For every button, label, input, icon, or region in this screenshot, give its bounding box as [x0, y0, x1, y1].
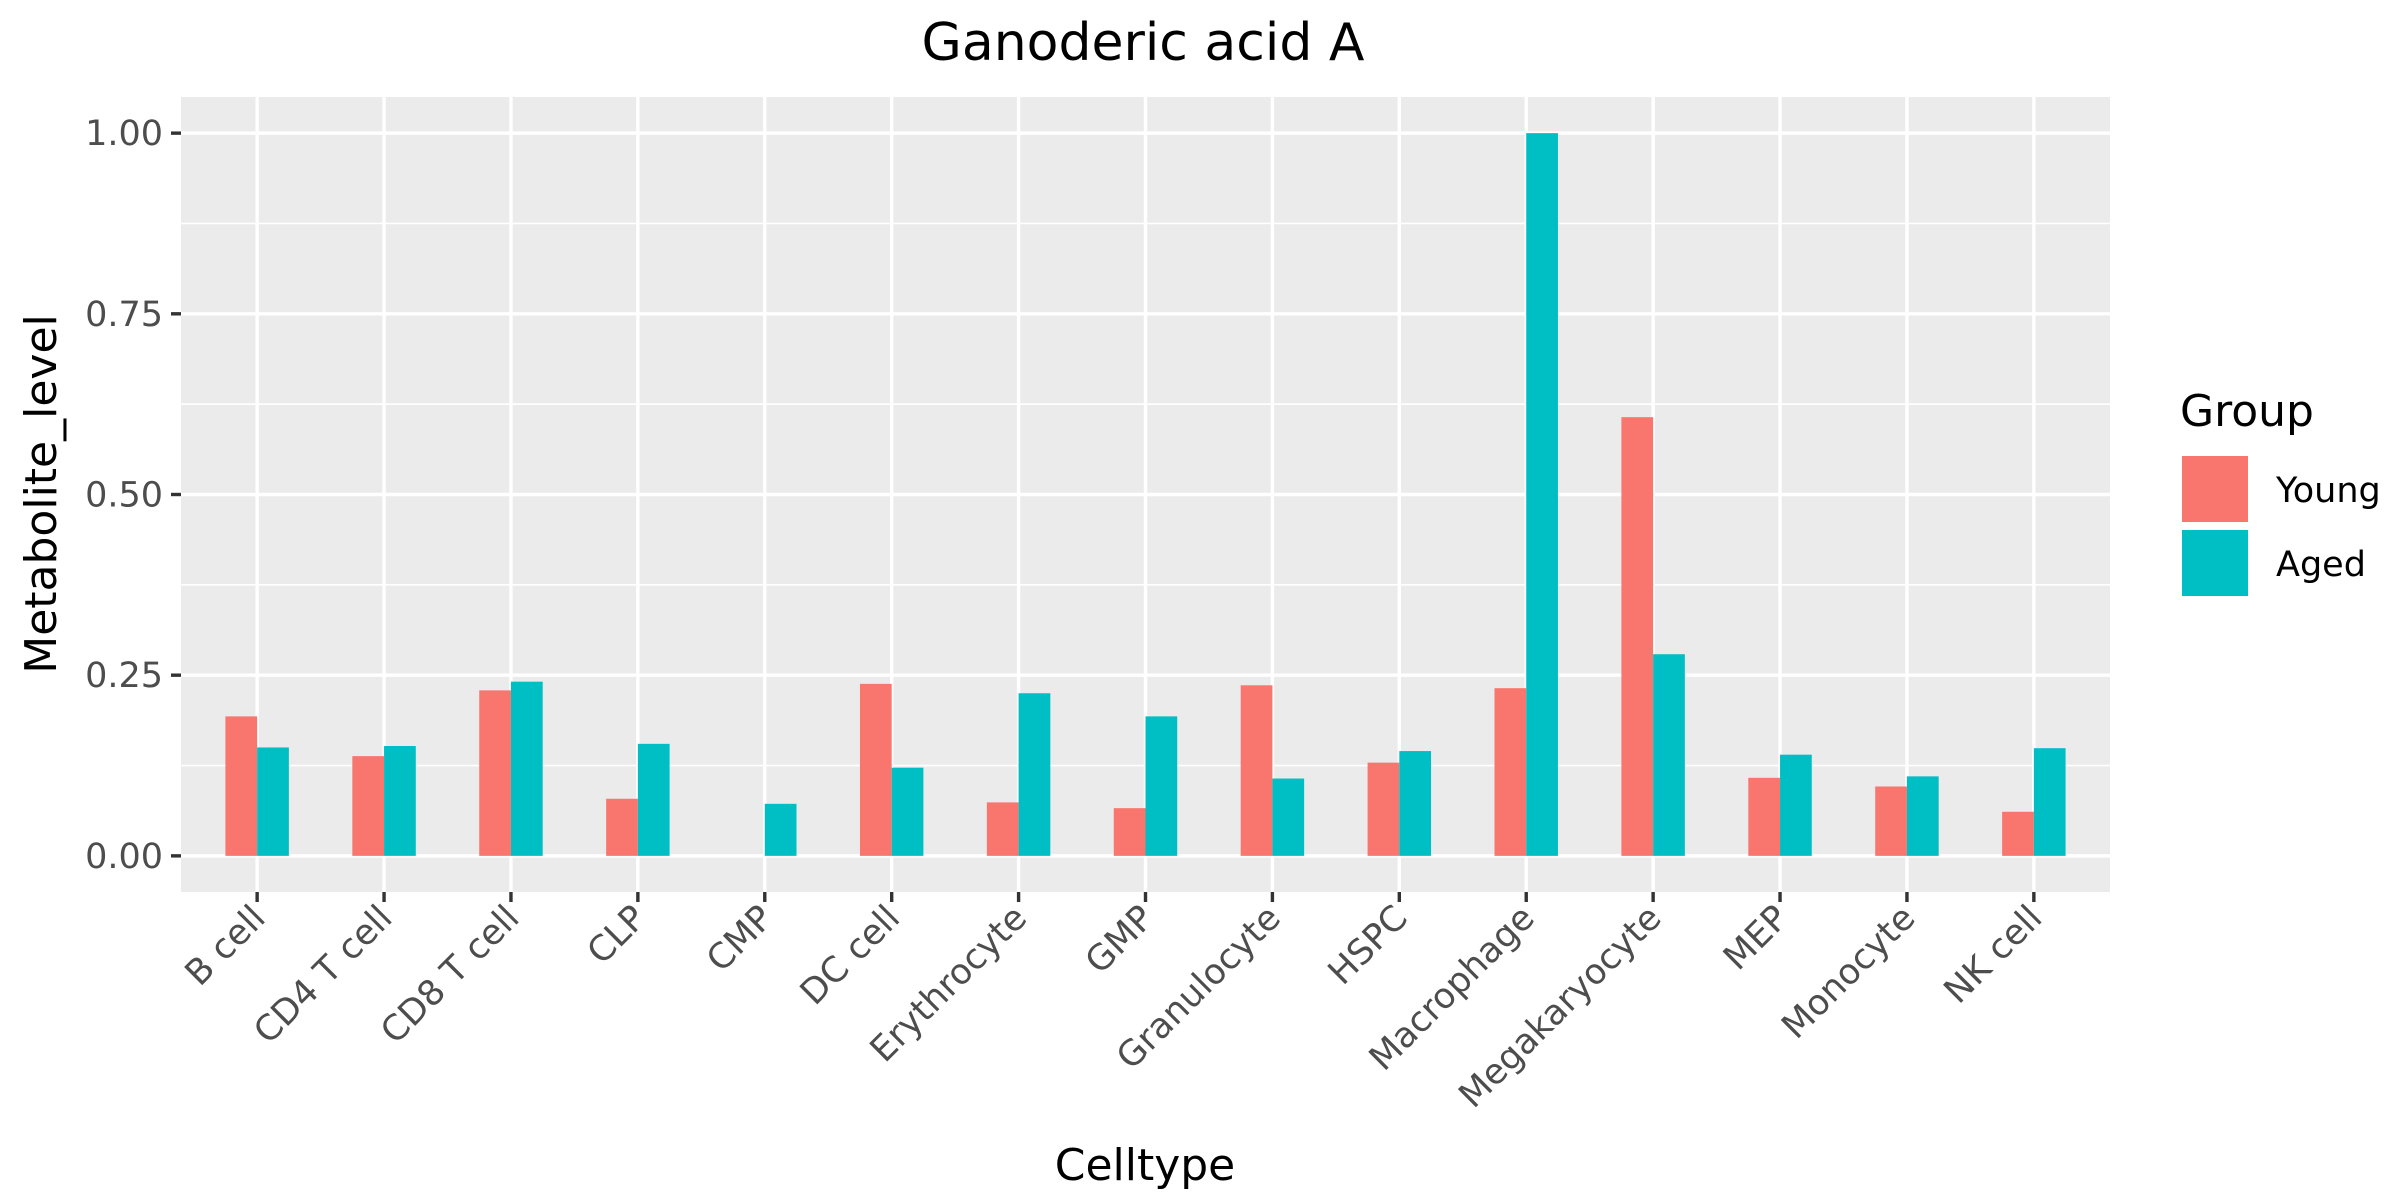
- bar-young: [986, 802, 1019, 856]
- x-tick-label: DC cell: [793, 898, 908, 1013]
- bar-aged: [1145, 716, 1178, 856]
- bar-aged: [764, 803, 797, 856]
- bar-aged: [384, 746, 416, 856]
- y-tick-label: 0.75: [85, 295, 163, 335]
- bar-aged: [1906, 776, 1939, 856]
- bar-young: [606, 798, 638, 856]
- bar-aged: [637, 743, 670, 856]
- bar-young: [2002, 811, 2034, 856]
- bar-young: [1875, 786, 1907, 856]
- bar-young: [1494, 688, 1527, 856]
- bar-aged: [257, 747, 289, 856]
- x-tick-label: NK cell: [1937, 898, 2050, 1011]
- bar-young: [1621, 417, 1654, 856]
- x-tick-label: CMP: [699, 898, 781, 980]
- x-tick-label: GMP: [1078, 898, 1162, 982]
- legend: Group Young Aged: [2180, 386, 2381, 596]
- legend-label-young: Young: [2275, 471, 2381, 511]
- bar-young: [1748, 777, 1781, 856]
- bar-young: [1240, 685, 1273, 856]
- y-tick-label: 1.00: [85, 114, 163, 154]
- y-axis-title: Metabolite_level: [16, 314, 67, 674]
- bar-aged: [891, 767, 924, 856]
- bar-young: [859, 683, 892, 856]
- x-tick-label: CD8 T cell: [374, 898, 528, 1052]
- bar-young: [479, 690, 511, 856]
- x-tick-label: MEP: [1716, 898, 1796, 978]
- chart-title: Ganoderic acid A: [922, 13, 1365, 73]
- legend-title: Group: [2180, 386, 2314, 437]
- bar-aged: [1780, 754, 1812, 856]
- bar-young: [352, 756, 385, 856]
- bar-aged: [1272, 778, 1305, 856]
- bar-aged: [2033, 748, 2066, 856]
- x-tick-label: Monocyte: [1775, 898, 1924, 1047]
- y-axis: 0.00 0.25 0.50 0.75 1.00: [85, 114, 181, 877]
- x-tick-label: CLP: [580, 898, 654, 972]
- bar-aged: [1399, 751, 1432, 856]
- legend-label-aged: Aged: [2276, 545, 2366, 585]
- x-tick-label: B cell: [178, 898, 274, 994]
- bar-young: [1113, 808, 1146, 856]
- y-tick-label: 0.50: [85, 476, 163, 516]
- x-tick-label: HSPC: [1321, 898, 1416, 993]
- bar-aged: [1526, 133, 1558, 856]
- legend-key-young: [2182, 456, 2248, 522]
- x-axis-title: Celltype: [1055, 1140, 1236, 1191]
- bars: [225, 133, 2066, 856]
- legend-key-aged: [2182, 530, 2248, 596]
- y-tick-label: 0.00: [85, 837, 163, 877]
- bar-young: [225, 716, 258, 856]
- bar-aged: [1018, 693, 1051, 856]
- bar-aged: [1653, 654, 1685, 856]
- y-tick-label: 0.25: [85, 656, 163, 696]
- bar-aged: [510, 681, 543, 856]
- bar-young: [1367, 762, 1400, 856]
